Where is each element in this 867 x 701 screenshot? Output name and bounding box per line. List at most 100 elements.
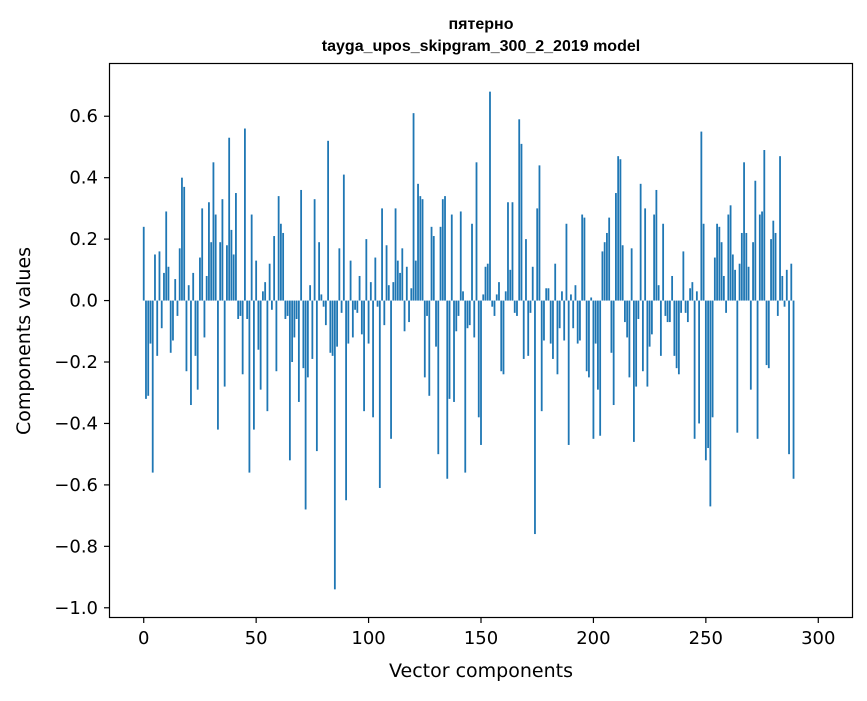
bar-42 [237,300,240,319]
bar-31 [212,162,215,301]
bar-93 [351,300,354,338]
bar-233 [666,300,669,323]
bar-224 [646,300,649,387]
bar-198 [588,300,590,378]
bar-48 [250,214,253,301]
bar-73 [306,300,309,378]
bar-186 [561,291,563,301]
bar-171 [527,300,530,356]
bar-179 [545,288,548,301]
bar-187 [563,300,566,341]
bar-175 [536,208,539,301]
bar-142 [462,291,464,301]
plot-frame [108,62,854,619]
bar-65 [288,300,291,461]
bar-201 [594,300,597,344]
bar-96 [358,275,361,301]
y-tick-label: −0.2 [54,352,98,373]
bar-268 [745,232,748,301]
y-tick-label: 0.6 [69,106,98,127]
bar-85 [333,300,336,590]
bar-111 [392,282,395,301]
bar-100 [367,300,370,344]
bar-204 [601,251,604,301]
bar-83 [329,300,332,353]
bar-181 [549,300,552,344]
bar-8 [160,300,163,329]
bar-2 [147,300,150,396]
bar-1 [145,300,147,399]
bar-189 [567,300,570,445]
bar-58 [273,236,276,301]
bar-225 [648,300,651,347]
bar-82 [327,140,329,301]
bar-27 [203,300,206,338]
bar-14 [174,279,177,301]
bar-150 [480,300,482,445]
bar-258 [722,275,725,301]
bar-252 [709,300,712,507]
bar-46 [246,300,249,319]
x-tick-label: 150 [464,628,498,649]
bar-275 [761,211,763,301]
bar-113 [396,260,399,301]
bar-92 [349,260,352,301]
bar-241 [684,300,687,313]
bar-45 [244,128,246,301]
bar-185 [558,300,561,329]
bar-67 [293,300,296,338]
bar-277 [765,300,768,366]
bar-220 [637,300,640,319]
bar-112 [394,208,397,301]
x-tick-label: 50 [245,628,268,649]
bar-174 [534,300,536,535]
bar-263 [734,269,736,301]
bar-207 [608,217,611,301]
bar-109 [387,285,390,301]
bar-208 [610,300,613,353]
bar-203 [599,300,602,436]
bar-244 [691,282,694,301]
bar-68 [295,300,298,319]
y-tick-label: −0.4 [54,413,98,434]
bar-254 [713,257,716,301]
bar-269 [747,266,750,301]
bar-285 [783,300,786,307]
bar-147 [473,300,476,338]
bar-149 [477,300,480,418]
bar-159 [500,300,503,372]
bar-248 [700,131,703,301]
bar-209 [612,300,615,406]
bar-122 [417,183,419,301]
bar-221 [639,183,642,301]
x-tick-label: 250 [689,628,723,649]
bar-227 [653,214,656,301]
bar-168 [520,143,523,301]
bar-120 [412,113,415,301]
bar-153 [486,263,489,301]
bar-239 [680,300,683,313]
bar-215 [626,300,629,338]
bar-77 [315,300,318,452]
bar-282 [776,300,779,316]
bar-55 [266,300,269,412]
bar-288 [790,263,793,301]
x-tick-label: 200 [576,628,610,649]
bar-144 [466,300,469,329]
bar-121 [414,260,417,301]
bar-49 [253,300,255,430]
bar-228 [655,189,658,301]
bar-216 [628,300,631,378]
bar-226 [650,300,653,335]
bar-183 [554,263,557,301]
bar-281 [774,232,777,301]
bar-272 [754,180,757,301]
bar-267 [743,162,745,301]
bar-94 [354,300,356,310]
bar-218 [633,300,635,442]
bar-30 [210,242,213,301]
bar-40 [232,254,235,301]
bar-136 [448,300,451,399]
bar-167 [518,119,521,301]
